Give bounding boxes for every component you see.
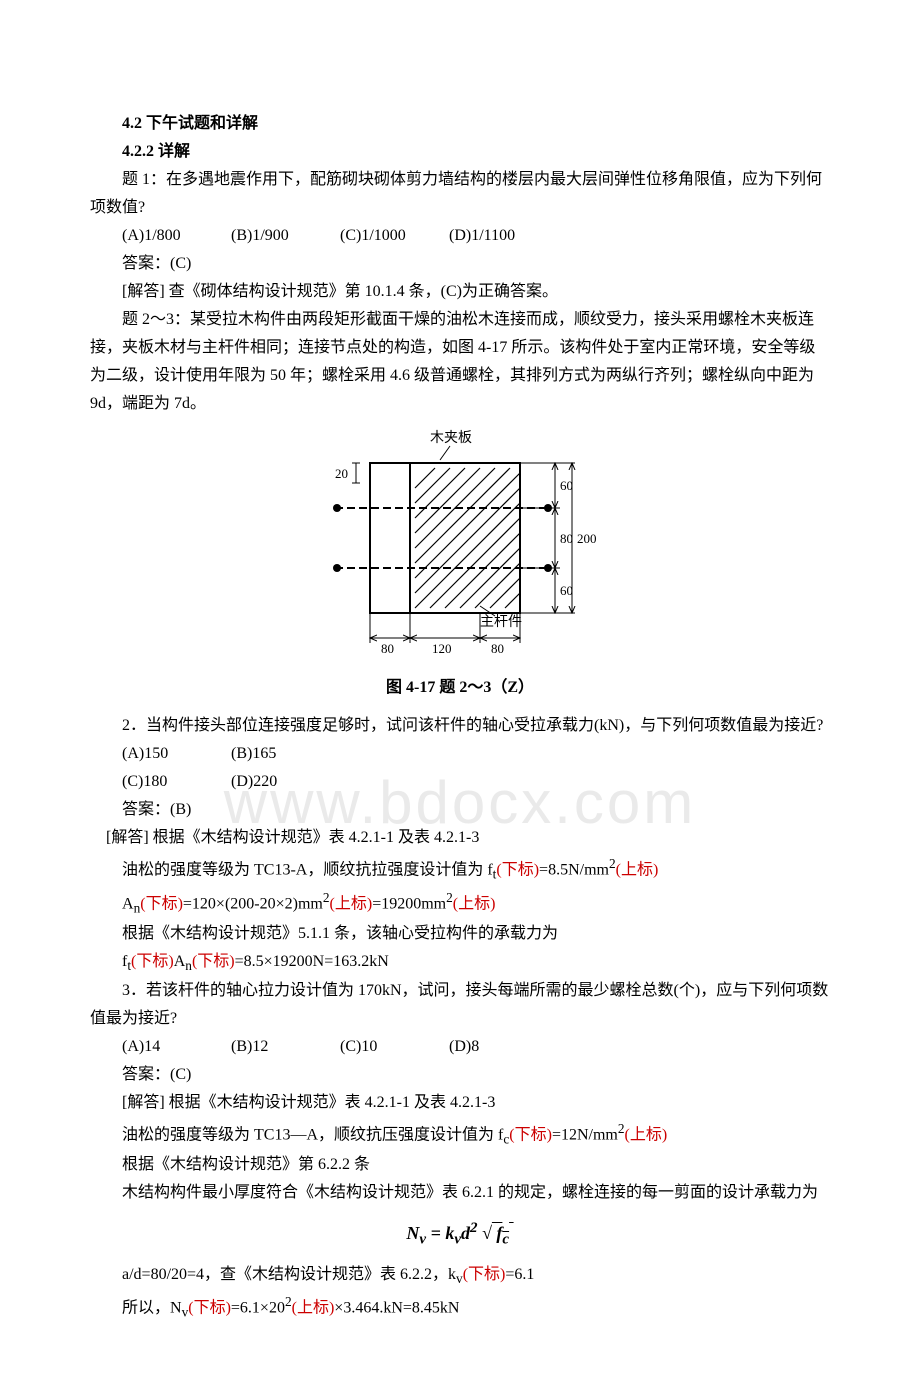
sup-2d: 2 xyxy=(618,1121,625,1136)
q3-text: 3．若该杆件的轴心拉力设计值为 170kN，试问，接头每端所需的最少螺栓总数(个… xyxy=(90,977,830,1033)
label-mainmember: 主杆件 xyxy=(480,614,522,630)
red-sub-7: (下标) xyxy=(188,1300,231,1317)
formula-nv: Nv = kvd2 √ fc xyxy=(90,1215,830,1253)
q2-opt-a: (A)150 xyxy=(122,740,227,768)
q1-opt-b: (B)1/900 xyxy=(231,222,336,250)
red-sub-2: (下标) xyxy=(140,895,183,912)
q1-explain: [解答] 查《砌体结构设计规范》第 10.1.4 条，(C)为正确答案。 xyxy=(90,278,830,306)
q2-expl2-b: =8.5N/mm xyxy=(539,861,609,878)
q3-expl5: a/d=80/20=4，查《木结构设计规范》表 6.2.2，kv(下标)=6.1 xyxy=(90,1261,830,1291)
red-sup-3: (上标) xyxy=(453,895,496,912)
q2-expl5-a: =8.5×19200N=163.2kN xyxy=(235,953,389,970)
red-sup-5: (上标) xyxy=(292,1300,335,1317)
q3-opt-c: (C)10 xyxy=(340,1033,445,1061)
heading-4-2: 4.2 下午试题和详解 xyxy=(90,110,830,138)
q3-options: (A)14 (B)12 (C)10 (D)8 xyxy=(90,1033,830,1061)
dim-b80b: 80 xyxy=(491,641,504,656)
dim-b80a: 80 xyxy=(381,641,394,656)
q2-expl2-a: 油松的强度等级为 TC13-A，顺纹抗拉强度设计值为 f xyxy=(122,861,493,878)
An-sym-2: A xyxy=(174,953,186,970)
q23-intro: 题 2～3：某受拉木构件由两段矩形截面干燥的油松木连接而成，顺纹受力，接头采用螺… xyxy=(90,306,830,418)
q3-expl5-a: a/d=80/20=4，查《木结构设计规范》表 6.2.2，k xyxy=(122,1266,456,1283)
red-sup-2: (上标) xyxy=(330,895,373,912)
sub-n2: n xyxy=(185,958,192,973)
dim-20: 20 xyxy=(335,466,348,481)
red-sub-1: (下标) xyxy=(496,861,539,878)
q2-expl4: 根据《木结构设计规范》5.1.1 条，该轴心受拉构件的承载力为 xyxy=(90,920,830,948)
dim-200: 200 xyxy=(577,531,597,546)
dim-60b: 60 xyxy=(560,583,573,598)
An-sym: A xyxy=(122,895,134,912)
q1-options: (A)1/800 (B)1/900 (C)1/1000 (D)1/1100 xyxy=(90,222,830,250)
q2-options-line2: (C)180 (D)220 xyxy=(90,768,830,796)
q3-opt-a: (A)14 xyxy=(122,1033,227,1061)
q3-expl6: 所以，Nv(下标)=6.1×202(上标)×3.464.kN=8.45kN xyxy=(90,1290,830,1324)
q2-opt-d: (D)220 xyxy=(231,768,336,796)
red-sub-5: (下标) xyxy=(509,1126,552,1143)
q3-expl2-a: 油松的强度等级为 TC13—A，顺纹抗压强度设计值为 f xyxy=(122,1126,503,1143)
q3-opt-b: (B)12 xyxy=(231,1033,336,1061)
sub-v1: v xyxy=(456,1271,463,1286)
q3-answer: 答案：(C) xyxy=(90,1061,830,1089)
red-sup-1: (上标) xyxy=(616,861,659,878)
q3-expl6-b: =6.1×20 xyxy=(231,1300,285,1317)
q1-opt-c: (C)1/1000 xyxy=(340,222,445,250)
sub-v2: v xyxy=(182,1305,189,1320)
q2-text: 2．当构件接头部位连接强度足够时，试问该杆件的轴心受拉承载力(kN)，与下列何项… xyxy=(90,712,830,740)
q3-expl2: 油松的强度等级为 TC13—A，顺纹抗压强度设计值为 fc(下标)=12N/mm… xyxy=(90,1117,830,1151)
q2-expl3: An(下标)=120×(200-20×2)mm2(上标)=19200mm2(上标… xyxy=(90,886,830,920)
q3-opt-d: (D)8 xyxy=(449,1033,554,1061)
figure-svg: 木夹板 xyxy=(280,428,640,658)
q2-answer: 答案：(B) xyxy=(90,796,830,824)
label-topboard: 木夹板 xyxy=(430,430,472,446)
heading-4-2-2: 4.2.2 详解 xyxy=(90,138,830,166)
q3-expl3: 根据《木结构设计规范》第 6.2.2 条 xyxy=(90,1151,830,1179)
figure-4-17: 木夹板 xyxy=(90,428,830,668)
figure-caption: 图 4-17 题 2～3（Z） xyxy=(90,674,830,702)
dim-80v: 80 xyxy=(560,531,573,546)
q2-opt-b: (B)165 xyxy=(231,740,336,768)
q3-expl6-a: 所以，N xyxy=(122,1300,182,1317)
dim-60a: 60 xyxy=(560,478,573,493)
sup-2a: 2 xyxy=(609,856,616,871)
q2-expl1: [解答] 根据《木结构设计规范》表 4.2.1-1 及表 4.2.1-3 xyxy=(90,824,830,852)
q1-opt-a: (A)1/800 xyxy=(122,222,227,250)
q3-expl5-b: =6.1 xyxy=(505,1266,534,1283)
sup-2c: 2 xyxy=(446,890,453,905)
q3-expl6-c: ×3.464.kN=8.45kN xyxy=(334,1300,459,1317)
q2-opt-c: (C)180 xyxy=(122,768,227,796)
sup-2b: 2 xyxy=(323,890,330,905)
q2-options-line1: (A)150 (B)165 xyxy=(90,740,830,768)
q1-text: 题 1：在多遇地震作用下，配筋砌块砌体剪力墙结构的楼层内最大层间弹性位移角限值，… xyxy=(90,166,830,222)
red-sub-3: (下标) xyxy=(131,953,174,970)
q2-expl2: 油松的强度等级为 TC13-A，顺纹抗拉强度设计值为 ft(下标)=8.5N/m… xyxy=(90,852,830,886)
q3-expl2-b: =12N/mm xyxy=(552,1126,618,1143)
q1-opt-d: (D)1/1100 xyxy=(449,222,554,250)
red-sup-4: (上标) xyxy=(625,1126,668,1143)
q1-answer: 答案：(C) xyxy=(90,250,830,278)
red-sub-6: (下标) xyxy=(463,1266,506,1283)
q2-expl3-b: =19200mm xyxy=(372,895,446,912)
red-sub-4: (下标) xyxy=(192,953,235,970)
q2-expl5: ft(下标)An(下标)=8.5×19200N=163.2kN xyxy=(90,948,830,978)
dim-b120: 120 xyxy=(432,641,452,656)
q2-expl3-a: =120×(200-20×2)mm xyxy=(183,895,323,912)
q3-expl4: 木结构构件最小厚度符合《木结构设计规范》表 6.2.1 的规定，螺栓连接的每一剪… xyxy=(90,1179,830,1207)
q3-expl1: [解答] 根据《木结构设计规范》表 4.2.1-1 及表 4.2.1-3 xyxy=(90,1089,830,1117)
